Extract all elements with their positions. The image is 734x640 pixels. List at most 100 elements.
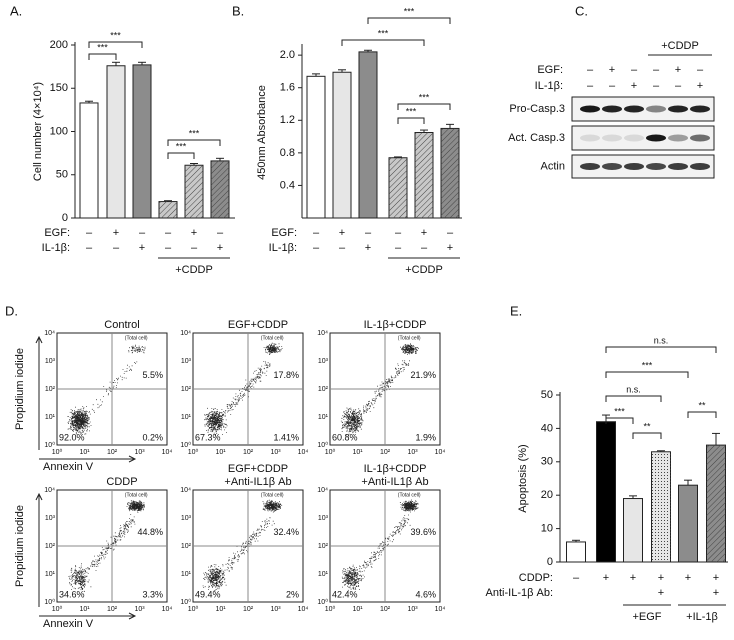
y-tick-label: 10¹ (181, 571, 192, 578)
condition-sign: + (631, 80, 637, 92)
y-tick-label: 10¹ (45, 571, 56, 578)
condition-sign: + (658, 572, 664, 584)
blot-band (690, 163, 710, 170)
bar (158, 201, 178, 219)
x-tick-label: 10¹ (352, 606, 363, 613)
condition-sign: + (603, 572, 609, 584)
y-tick-label: 1.2 (280, 114, 295, 126)
y-tick-label: 10³ (45, 358, 56, 365)
condition-sign: – (653, 64, 660, 76)
x-axis-label: Annexin V (43, 461, 94, 473)
blot-band (646, 105, 666, 113)
y-tick-label: 10⁰ (180, 598, 191, 606)
x-tick-label: 10⁰ (188, 605, 199, 613)
y-tick-label: 10⁰ (44, 441, 55, 449)
significance-label: *** (642, 360, 653, 370)
blot-band (580, 163, 600, 170)
bar (596, 421, 616, 563)
bar (678, 484, 698, 563)
quadrant-value: 1.9% (415, 432, 436, 442)
condition-sign: – (653, 80, 660, 92)
y-tick-label: 10¹ (181, 414, 192, 421)
gate-label: (Total cell) (125, 335, 148, 341)
y-tick-label: 10³ (181, 358, 192, 365)
blot-band (668, 105, 688, 113)
condition-sign: – (113, 242, 120, 254)
bar (184, 164, 204, 219)
y-axis-label: Propidium iodide (14, 505, 26, 587)
x-tick-label: 10⁰ (52, 448, 63, 456)
quadrant-value: 3.3% (142, 589, 163, 599)
condition-sign: – (313, 242, 320, 254)
y-axis-label: Apoptosis (%) (517, 444, 529, 512)
bar (79, 102, 99, 219)
x-tick-label: 10² (107, 606, 118, 613)
blot-band (668, 163, 688, 170)
blot-band (602, 163, 622, 170)
condition-sign: – (587, 64, 594, 76)
group-label: +IL-1β (686, 611, 718, 623)
panel-letter: B. (232, 3, 244, 18)
x-tick-label: 10⁴ (435, 606, 446, 613)
condition-sign: – (609, 80, 616, 92)
y-tick-label: 40 (541, 422, 553, 434)
condition-sign: + (675, 64, 681, 76)
condition-sign: – (139, 227, 146, 239)
condition-sign: – (697, 64, 704, 76)
panel-letter: A. (10, 3, 22, 18)
gate-label: (Total cell) (261, 492, 284, 498)
event-dots (340, 343, 419, 436)
bar (566, 541, 586, 563)
quadrant-value: 5.5% (142, 370, 163, 380)
y-tick-label: 10⁰ (317, 598, 328, 606)
blot-band (668, 134, 688, 142)
plot-title: IL-1β+CDDP (364, 319, 427, 331)
bar (623, 498, 643, 563)
y-tick-label: 50 (541, 389, 553, 401)
condition-label: EGF: (271, 227, 297, 239)
x-tick-label: 10⁴ (435, 449, 446, 456)
x-tick-label: 10³ (134, 449, 145, 456)
quadrant-value: 60.8% (332, 432, 358, 442)
condition-sign: – (395, 227, 402, 239)
event-dots (204, 342, 283, 436)
axis-arrow (35, 335, 43, 450)
condition-sign: – (217, 227, 224, 239)
x-axis-label: Annexin V (43, 618, 94, 630)
quadrant-value: 67.3% (195, 432, 221, 442)
condition-sign: – (587, 80, 594, 92)
x-tick-label: 10¹ (79, 606, 90, 613)
significance-bracket (687, 411, 717, 418)
gate-label: (Total cell) (398, 492, 421, 498)
group-label: +EGF (632, 611, 661, 623)
y-tick-label: 100 (50, 125, 68, 137)
y-tick-label: 2.0 (280, 49, 295, 61)
plot-title: +Anti-IL1β Ab (224, 476, 291, 488)
y-tick-label: 150 (50, 82, 68, 94)
significance-bracket (605, 395, 662, 402)
x-tick-label: 10⁴ (298, 606, 309, 613)
x-tick-label: 10¹ (215, 449, 226, 456)
bar (358, 51, 378, 219)
y-tick-label: 10² (45, 386, 56, 393)
significance-label: ** (643, 421, 651, 431)
condition-label: CDDP: (519, 572, 553, 584)
plot-title: Control (104, 319, 139, 331)
y-tick-label: 0 (62, 212, 68, 224)
y-tick-label: 10⁴ (317, 487, 328, 494)
y-tick-label: 10² (181, 386, 192, 393)
quadrant-value: 21.9% (410, 370, 436, 380)
y-tick-label: 10⁰ (317, 441, 328, 449)
x-tick-label: 10³ (407, 449, 418, 456)
y-tick-label: 10⁴ (44, 330, 55, 337)
significance-label: *** (110, 30, 121, 40)
x-tick-label: 10⁰ (325, 605, 336, 613)
x-tick-label: 10³ (407, 606, 418, 613)
band-label: Act. Casp.3 (508, 132, 565, 144)
y-tick-label: 10¹ (318, 414, 329, 421)
y-tick-label: 50 (56, 169, 68, 181)
x-tick-label: 10³ (270, 606, 281, 613)
x-tick-label: 10² (243, 606, 254, 613)
condition-sign: – (165, 227, 172, 239)
